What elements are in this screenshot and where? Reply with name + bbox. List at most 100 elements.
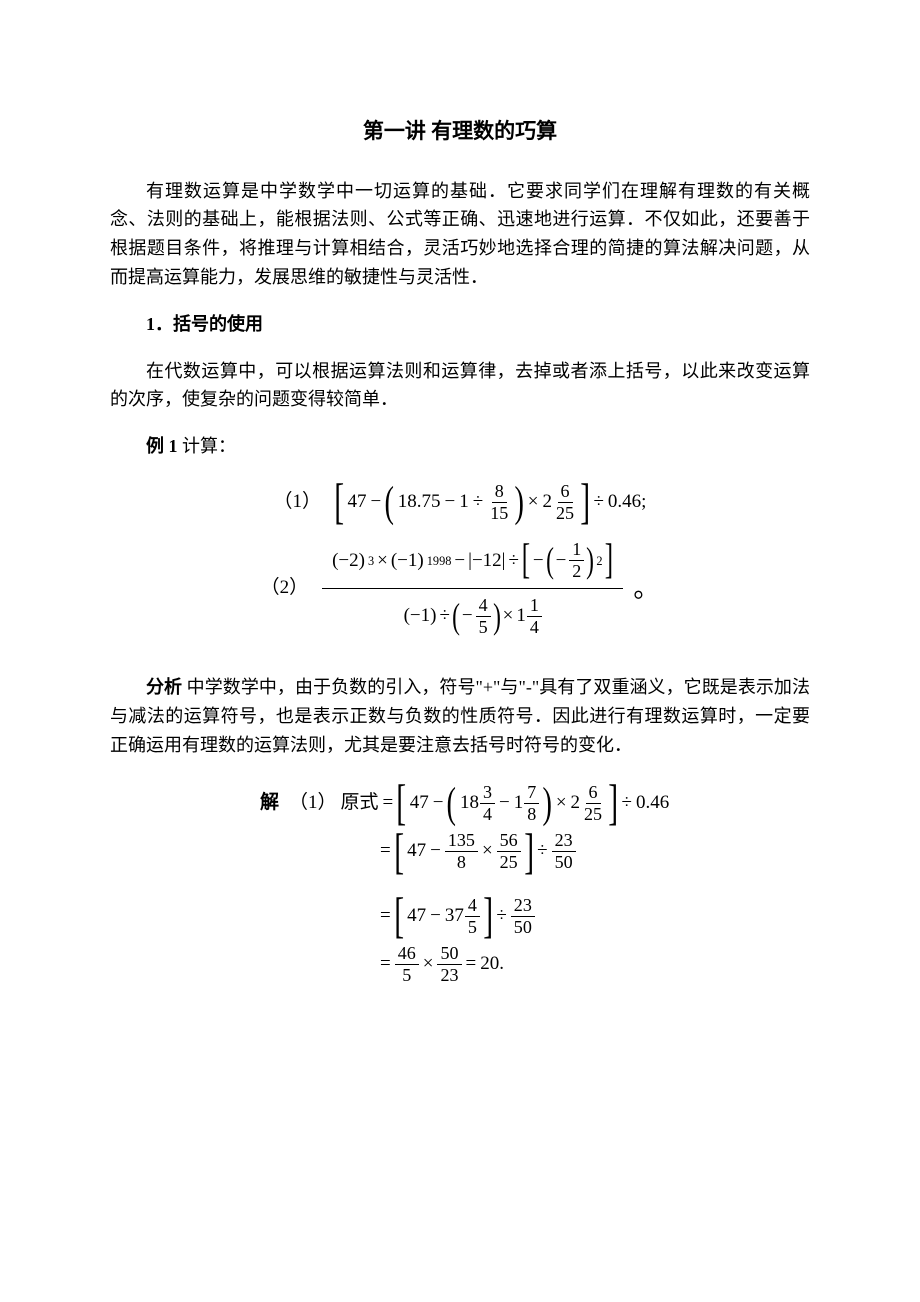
mf-whole: 2 [543,487,553,517]
example-label: 例 1 计算： [110,432,810,461]
eq-text: ÷ [439,601,449,631]
frac-num: 135 [445,830,478,852]
frac-num: 23 [511,895,535,917]
eq-text: − [430,901,441,931]
eq-text: 18.75 [398,487,441,517]
frac-den: 25 [581,804,605,825]
frac-den: 5 [476,617,491,638]
example-number: 例 1 [146,436,178,456]
frac-den: 8 [524,804,539,825]
fraction: 2350 [552,830,576,873]
section-paragraph: 在代数运算中，可以根据运算法则和运算律，去掉或者添上括号，以此来改变运算的次序，… [110,357,810,415]
eq-text: 0.46; [608,487,647,517]
frac-num: 23 [552,830,576,852]
sol-original: 原式 [341,788,379,818]
eq-text: × [528,487,539,517]
left-bracket-icon: [ [334,482,344,522]
left-paren-icon: ( [385,485,394,520]
intro-paragraph: 有理数运算是中学数学中一切运算的基础．它要求同学们在理解有理数的有关概念、法则的… [110,177,810,292]
solution-block: 解 （1） 原式 = [ 47 − ( 18 34 − 1 78 ) × 2 6… [260,782,810,986]
bigfrac-den: (−1) ÷ ( − 4 5 ) × 1 1 4 [394,589,552,644]
left-paren-icon: ( [546,546,554,575]
bigfrac-num: (−2)3 × (−1)1998 − |−12| ÷ [ − ( − 1 2 )… [322,533,623,589]
mixed-fraction: 1 1 4 [516,595,542,638]
eq-text: (−1) [391,546,424,576]
left-bracket-icon: [ [394,896,404,936]
mixed-fraction: 37 45 [445,895,480,938]
sol-marker: （1） [289,788,337,818]
solution-line-4: = 465 × 5023 = 20. [380,943,810,986]
fraction: 8 15 [487,481,511,524]
right-bracket-icon: ] [524,832,534,872]
mf-whole: 18 [460,788,479,818]
eq-text: − [445,487,456,517]
frac-num: 1 [527,595,542,617]
frac-num: 50 [437,943,461,965]
right-paren-icon: ) [586,546,594,575]
eq-text: (−1) [404,601,437,631]
frac-num: 6 [586,782,601,804]
eq-text: × [377,546,388,576]
eq-text: ÷ [593,487,603,517]
right-bracket-icon: ] [608,783,618,823]
right-bracket-icon: ] [605,544,613,577]
eq-text: ÷ [622,788,632,818]
eq-text: 47 [348,487,367,517]
frac-den: 5 [399,965,414,986]
right-bracket-icon: ] [580,482,590,522]
eq-text: 47 [407,836,426,866]
mf-whole: 1 [514,788,524,818]
eq-text: ÷ [473,487,483,517]
left-bracket-icon: [ [522,544,530,577]
eq-text: = [380,836,391,866]
mf-whole: 1 [516,601,526,631]
solution-line-1: 解 （1） 原式 = [ 47 − ( 18 34 − 1 78 ) × 2 6… [260,782,810,825]
frac-den: 50 [511,917,535,938]
frac-num: 8 [492,481,507,503]
eq-text: − [533,546,544,576]
right-paren-icon: ) [493,602,501,631]
mixed-fraction: 2 625 [571,782,606,825]
right-paren-icon: ) [515,485,524,520]
section-heading: 1．括号的使用 [110,310,810,339]
equation-block-1: （1） [ 47 − ( 18.75 − 1 ÷ 8 15 ) × 2 6 25… [110,481,810,644]
left-paren-icon: ( [447,786,456,821]
left-bracket-icon: [ [397,783,407,823]
eq-text: × [503,601,514,631]
frac-num: 7 [524,782,539,804]
frac-den: 50 [552,852,576,873]
equation-2: （2） (−2)3 × (−1)1998 − |−12| ÷ [ − ( − 1… [110,533,810,643]
frac-den: 8 [454,852,469,873]
mixed-fraction: 2 6 25 [543,481,578,524]
frac-den: 4 [480,804,495,825]
eq-text: |−12| [468,546,505,576]
eq-text: − [462,601,473,631]
eq-text: = [380,949,391,979]
fraction: 5625 [497,830,521,873]
frac-den: 15 [487,503,511,524]
fraction: 1358 [445,830,478,873]
eq-text: = [466,949,477,979]
eq-text: 47 [407,901,426,931]
eq-text: ÷ [537,836,547,866]
frac-num: 1 [569,539,584,561]
example-text: 计算： [178,436,237,456]
eq-text: ÷ [496,901,506,931]
frac-den: 4 [527,617,542,638]
fraction: 2350 [511,895,535,938]
eq-text: 1 [459,487,469,517]
eq-text: − [430,836,441,866]
eq-text: × [556,788,567,818]
solution-line-2: = [ 47 − 1358 × 5625 ] ÷ 2350 [380,830,810,873]
mixed-fraction: 18 34 [460,782,495,825]
eq-text: × [482,836,493,866]
eq-text: = [380,901,391,931]
fraction: 5023 [437,943,461,986]
right-bracket-icon: ] [483,896,493,936]
frac-num: 3 [480,782,495,804]
frac-num: 46 [395,943,419,965]
eq2-marker: （2） [261,573,309,603]
eq-text: 0.46 [636,788,669,818]
eq-text: 47 [410,788,429,818]
fraction: 1 2 [569,539,584,582]
